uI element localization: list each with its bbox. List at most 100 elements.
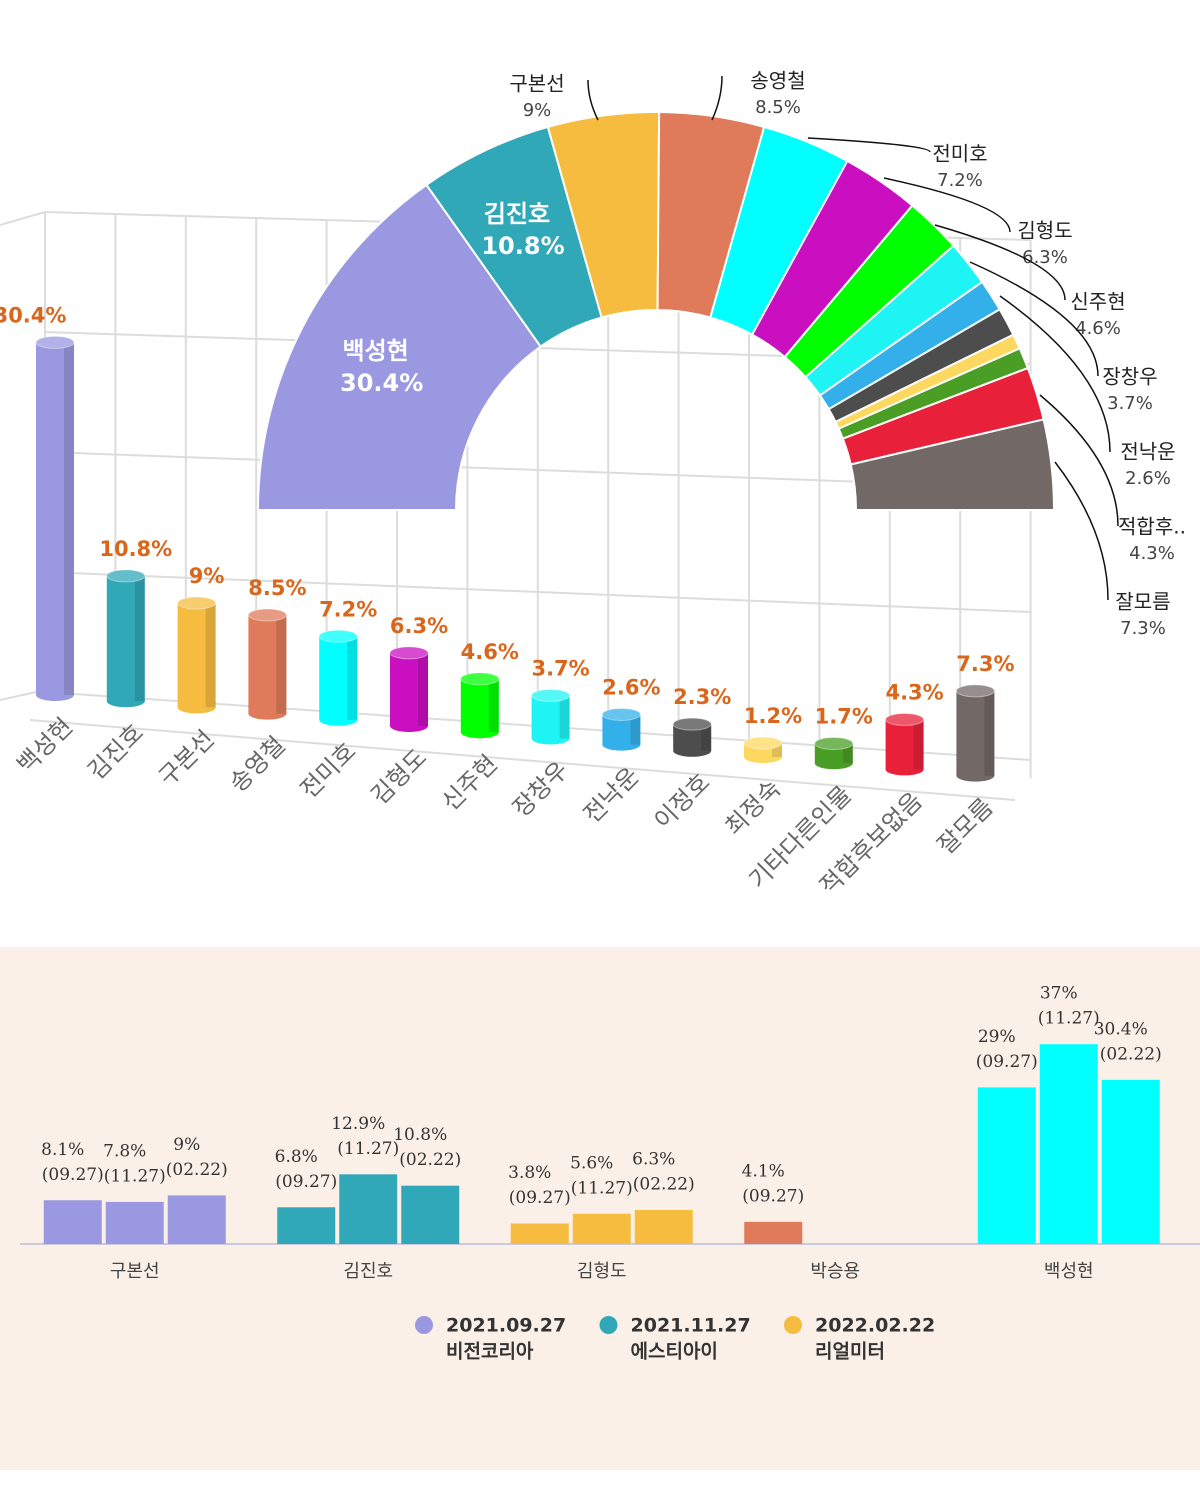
value-label: (11.27) bbox=[104, 1166, 166, 1186]
cylinder-top bbox=[177, 596, 217, 610]
cylinder-bottom bbox=[814, 757, 853, 770]
cylinder-top-shine bbox=[390, 646, 428, 659]
cylinder-body bbox=[36, 342, 74, 695]
legend-label: 2021.09.27 bbox=[446, 1315, 566, 1337]
slice-label: 장창우 bbox=[1102, 365, 1157, 389]
donut-slice bbox=[849, 418, 1056, 511]
value-label: 29% bbox=[978, 1027, 1016, 1047]
value-label: 2.6% bbox=[602, 675, 660, 699]
legend-label: 2022.02.22 bbox=[815, 1315, 935, 1337]
value-label: 8.5% bbox=[248, 576, 306, 600]
slice-label: 잘모름 bbox=[1115, 590, 1170, 614]
cylinder-bottom bbox=[390, 720, 428, 732]
bar bbox=[167, 1195, 226, 1244]
cylinder-bottom bbox=[106, 695, 145, 708]
value-label: 5.6% bbox=[570, 1153, 613, 1173]
x-tick-label: 김형도 bbox=[577, 1261, 627, 1282]
cylinder-top bbox=[955, 684, 995, 698]
slice-label: 백성현 bbox=[343, 337, 409, 365]
value-label: 37% bbox=[1040, 984, 1078, 1004]
bar bbox=[401, 1185, 460, 1244]
x-tick-label: 장창우 bbox=[507, 756, 574, 823]
bar bbox=[572, 1213, 631, 1244]
cylinder-top-shine bbox=[814, 737, 853, 750]
cylinder-body bbox=[531, 695, 570, 739]
backdrop-line bbox=[0, 211, 46, 226]
value-label: 2.3% bbox=[673, 685, 731, 709]
value-label: 7.2% bbox=[319, 597, 377, 621]
cylinder-shade bbox=[701, 724, 712, 751]
x-tick-label: 김진호 bbox=[343, 1261, 393, 1282]
slice-value: 7.2% bbox=[937, 170, 983, 191]
cylinder-top-shine bbox=[744, 737, 782, 750]
value-label: 30.4% bbox=[0, 303, 66, 327]
cylinder-bottom bbox=[885, 763, 924, 776]
backdrop-line bbox=[44, 571, 1031, 613]
x-tick-label: 김진호 bbox=[82, 719, 149, 786]
legend-label: 2021.11.27 bbox=[631, 1315, 751, 1337]
cylinder-top-shine bbox=[36, 336, 74, 349]
value-label: 3.7% bbox=[531, 656, 589, 680]
cylinder bbox=[318, 629, 358, 726]
x-tick-label: 이정호 bbox=[649, 768, 716, 835]
cylinder-top bbox=[743, 736, 783, 750]
cylinder-body bbox=[460, 678, 499, 733]
cylinder-shade bbox=[630, 714, 641, 745]
slice-label: 전낙운 bbox=[1120, 440, 1175, 464]
cylinder-body bbox=[319, 636, 358, 720]
value-label: 10.8% bbox=[99, 537, 172, 561]
bar bbox=[277, 1207, 336, 1244]
cylinder-bottom bbox=[319, 713, 358, 726]
cylinder-body bbox=[177, 603, 216, 708]
slice-value: 30.4% bbox=[340, 369, 423, 397]
backdrop-line bbox=[29, 719, 1016, 801]
x-tick-label: 구본선 bbox=[153, 725, 220, 792]
x-tick-label: 박승용 bbox=[810, 1261, 860, 1282]
cylinder-top-shine bbox=[106, 569, 145, 582]
cylinder-top bbox=[885, 713, 925, 727]
value-label: (09.27) bbox=[976, 1052, 1038, 1072]
cylinder-bottom bbox=[36, 689, 74, 701]
value-label: (11.27) bbox=[571, 1178, 633, 1198]
bar bbox=[744, 1221, 803, 1244]
leader-line bbox=[934, 224, 1066, 301]
x-tick-label: 최정숙 bbox=[720, 774, 787, 841]
cylinder-bottom bbox=[673, 744, 712, 757]
cylinder-top bbox=[389, 646, 429, 660]
cylinder-top bbox=[601, 707, 641, 721]
leader-line bbox=[587, 79, 599, 121]
value-label: (09.27) bbox=[509, 1188, 571, 1208]
slice-label: 신주현 bbox=[1070, 290, 1125, 314]
leader-line bbox=[883, 177, 1011, 233]
cylinder-body bbox=[885, 719, 924, 770]
slice-label: 김진호 bbox=[484, 200, 550, 228]
cylinder-top bbox=[35, 335, 75, 349]
value-label: 1.2% bbox=[744, 704, 802, 728]
leader-line bbox=[999, 295, 1111, 453]
cylinder-shade bbox=[772, 743, 782, 757]
cylinder bbox=[247, 608, 287, 720]
value-label: 7.8% bbox=[103, 1141, 146, 1161]
cylinder-top-shine bbox=[885, 713, 924, 726]
x-tick-label: 잘모름 bbox=[932, 793, 999, 860]
cylinder-top-shine bbox=[673, 718, 712, 731]
donut-slice bbox=[256, 183, 543, 511]
cylinder-shade bbox=[842, 743, 853, 764]
cylinder bbox=[601, 707, 641, 751]
slice-label: 김형도 bbox=[1017, 219, 1072, 243]
cylinder-bottom bbox=[956, 769, 995, 782]
slice-value: 6.3% bbox=[1022, 247, 1068, 268]
value-label: 12.9% bbox=[331, 1114, 385, 1134]
cylinder-bottom bbox=[531, 732, 570, 745]
value-label: 8.1% bbox=[41, 1140, 84, 1160]
bar bbox=[634, 1209, 693, 1244]
slice-value: 8.5% bbox=[755, 97, 801, 118]
cylinder-top bbox=[672, 717, 712, 731]
x-tick-label: 전낙운 bbox=[578, 762, 645, 829]
cylinder-top bbox=[531, 688, 571, 702]
cylinder bbox=[814, 736, 854, 770]
value-label: 4.6% bbox=[461, 640, 519, 664]
cylinder-top bbox=[460, 672, 500, 686]
